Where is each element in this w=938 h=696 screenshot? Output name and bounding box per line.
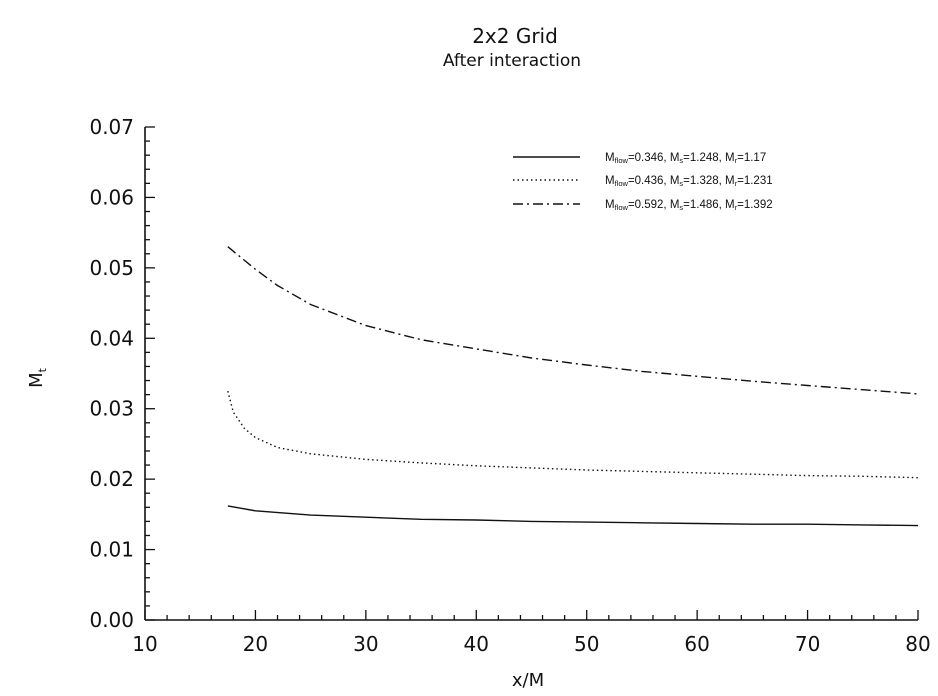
chart-subtitle: After interaction [443, 51, 581, 71]
x-tick-label: 40 [464, 632, 489, 656]
legend-text: =1.17 [737, 152, 766, 164]
legend-subscript: s [679, 179, 683, 188]
legend-text: =1.486, M [683, 199, 734, 211]
legend-subscript: flow [615, 156, 629, 165]
y-tick-label: 0.03 [89, 397, 134, 421]
legend-subscript: r [735, 179, 738, 188]
y-tick-label: 0.05 [89, 256, 134, 280]
y-tick-label: 0.06 [89, 185, 134, 209]
legend-subscript: flow [615, 179, 629, 188]
legend-text: =0.346, M [628, 152, 679, 164]
legend-text: =0.592, M [628, 199, 679, 211]
y-axis-label: Mt [26, 367, 49, 388]
x-tick-label: 60 [684, 632, 709, 656]
x-tick-label: 70 [795, 632, 820, 656]
y-axis-label-subscript: t [36, 367, 49, 372]
legend-text: M [605, 175, 615, 187]
y-axis-ticks: 0.00 0.01 0.02 0.03 0.04 0.05 0.06 0.07 [89, 115, 155, 632]
y-tick-label: 0.07 [89, 115, 134, 139]
y-tick-label: 0.04 [89, 326, 134, 350]
legend-text: M [605, 199, 615, 211]
y-tick-label: 0.00 [89, 608, 134, 632]
legend-subscript: r [735, 203, 738, 212]
legend-text: =1.392 [737, 199, 773, 211]
y-tick-label: 0.01 [89, 538, 134, 562]
legend-subscript: flow [615, 203, 629, 212]
y-axis-label-main: M [26, 372, 47, 388]
x-axis-label: x/M [512, 670, 544, 691]
legend-subscript: s [679, 156, 683, 165]
y-tick-label: 0.02 [89, 467, 134, 491]
legend-text: =1.248, M [683, 152, 734, 164]
legend: Mflow=0.346, Ms=1.248, Mr=1.17Mflow=0.43… [513, 152, 773, 212]
legend-text: =0.436, M [628, 175, 679, 187]
legend-label-2: Mflow=0.436, Ms=1.328, Mr=1.231 [605, 175, 773, 188]
x-tick-label: 50 [574, 632, 599, 656]
legend-label-1: Mflow=0.346, Ms=1.248, Mr=1.17 [605, 152, 766, 165]
chart-title: 2x2 Grid [472, 24, 558, 48]
x-tick-label: 20 [243, 632, 268, 656]
series-line-3 [227, 246, 919, 395]
legend-text: =1.231 [737, 175, 773, 187]
legend-text: M [605, 152, 615, 164]
x-tick-label: 10 [132, 632, 157, 656]
x-axis-ticks: 10 20 30 40 50 60 70 80 [132, 610, 931, 656]
series-line-2 [227, 390, 919, 479]
x-tick-label: 30 [353, 632, 378, 656]
legend-subscript: s [679, 203, 683, 212]
axes [144, 127, 918, 621]
legend-subscript: r [735, 156, 738, 165]
x-tick-label: 80 [905, 632, 930, 656]
plot-area [227, 246, 919, 527]
series-line-1 [227, 505, 919, 527]
y-axis-label-text: Mt [26, 367, 49, 388]
legend-label-3: Mflow=0.592, Ms=1.486, Mr=1.392 [605, 199, 773, 212]
legend-text: =1.328, M [683, 175, 734, 187]
